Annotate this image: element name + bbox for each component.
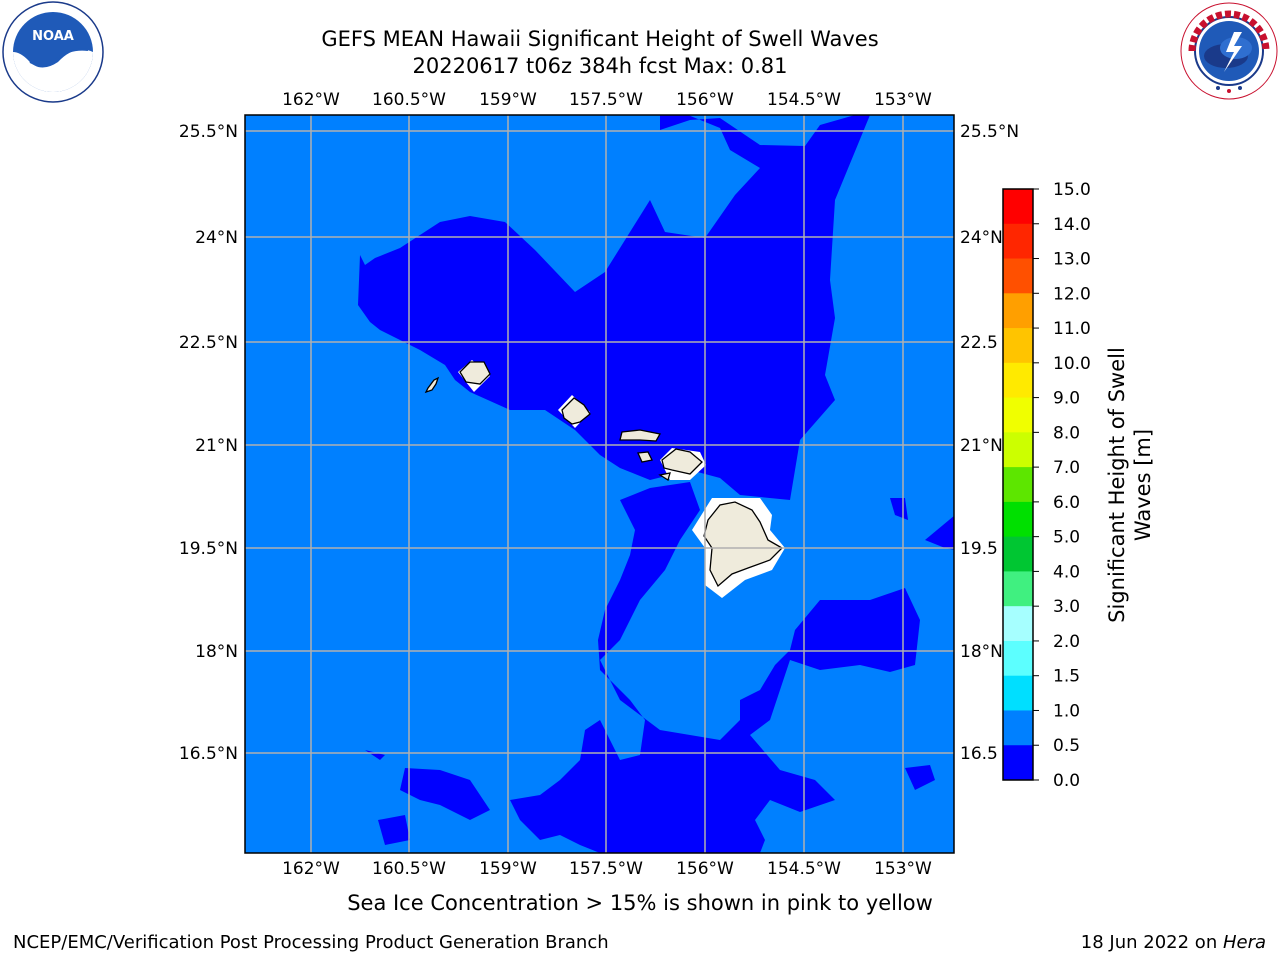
map-frame: [244, 114, 955, 854]
lat-tick-left: 21°N: [195, 436, 238, 456]
colorbar-swatch: [1003, 189, 1033, 225]
swell-region-south-west: [400, 768, 490, 820]
lon-tick-top: 156°W: [676, 90, 734, 110]
swell-region-s2: [735, 775, 760, 790]
colorbar-tick-label: 13.0: [1053, 250, 1091, 270]
lat-tick-left: 16.5°N: [179, 744, 238, 764]
nws-logo: [1180, 2, 1278, 100]
lon-tick-top: 153°W: [874, 90, 932, 110]
map-area: [245, 115, 954, 853]
colorbar-tick-label: 6.0: [1053, 493, 1080, 513]
colorbar-swatch: [1003, 640, 1033, 677]
colorbar-tick-label: 7.0: [1053, 458, 1080, 478]
lat-tick-left: 22.5°N: [179, 333, 238, 353]
colorbar-tick-label: 2.0: [1053, 632, 1080, 652]
swell-region-channel: [510, 482, 920, 853]
lat-tick-right: 19.5: [960, 539, 998, 559]
islands: [424, 361, 784, 588]
lat-tick-right: 24°N: [960, 228, 1003, 248]
lat-tick-left: 24°N: [195, 228, 238, 248]
lon-tick-top: 160.5°W: [372, 90, 446, 110]
colorbar-swatch: [1003, 571, 1033, 607]
footer-date: 18 Jun 2022 on Hera: [1081, 932, 1266, 953]
colorbar: 15.0 14.0 13.0 12.0 11.0 10.0 9.0 8.0 7.0 6.0 5.0 4…: [1002, 180, 1091, 791]
colorbar-tick-label: 4.0: [1053, 562, 1080, 582]
lat-tick-right: 21°N: [960, 436, 1003, 456]
colorbar-tick-label: 0.5: [1053, 736, 1080, 756]
colorbar-tick-label: 11.0: [1053, 319, 1091, 339]
lon-tick-top: 162°W: [282, 90, 340, 110]
footer-host: Hera: [1222, 932, 1266, 953]
colorbar-swatch: [1003, 536, 1033, 572]
swell-region-north: [358, 115, 870, 500]
lat-tick-left: 19.5°N: [179, 539, 238, 559]
colorbar-frame: [1002, 188, 1034, 781]
lon-tick-bottom: 160.5°W: [372, 859, 446, 879]
lat-tick-right: 16.5: [960, 744, 998, 764]
lat-tick-left: 25.5°N: [179, 122, 238, 142]
lon-tick-bottom: 153°W: [874, 859, 932, 879]
noaa-logo-text: NOAA: [32, 29, 74, 44]
lat-tick-right: 18°N: [960, 642, 1003, 662]
island-hawaii: [703, 501, 784, 588]
lon-tick-bottom: 156°W: [676, 859, 734, 879]
colorbar-tick-label: 10.0: [1053, 354, 1091, 374]
swell-region-south-small1: [378, 815, 410, 845]
colorbar-tick-label: 1.0: [1053, 701, 1080, 721]
island-maui: [661, 448, 703, 475]
colorbar-swatch: [1003, 432, 1033, 468]
colorbar-tick-label: 1.5: [1053, 667, 1080, 687]
colorbar-swatch: [1003, 745, 1033, 781]
swell-region-se: [905, 765, 935, 790]
lon-tick-bottom: 154.5°W: [767, 859, 841, 879]
colorbar-swatch: [1003, 362, 1033, 399]
colorbar-tick-label: 3.0: [1053, 597, 1080, 617]
colorbar-tick-label: 9.0: [1053, 389, 1080, 409]
lon-tick-bottom: 157.5°W: [569, 859, 643, 879]
footer-credit: NCEP/EMC/Verification Post Processing Pr…: [13, 932, 609, 953]
lon-tick-bottom: 162°W: [282, 859, 340, 879]
footer-date-text: 18 Jun 2022 on: [1080, 932, 1223, 953]
noaa-logo: NOAA: [2, 1, 104, 103]
colorbar-label-line2: Waves [m]: [1131, 429, 1155, 541]
colorbar-tick-label: 14.0: [1053, 215, 1091, 235]
colorbar-tick-label: 8.0: [1053, 423, 1080, 443]
colorbar-swatch: [1003, 328, 1033, 364]
colorbar-swatch: [1003, 258, 1033, 294]
swell-region-east2: [925, 515, 954, 550]
colorbar-swatch: [1003, 501, 1033, 538]
colorbar-swatch: [1003, 293, 1033, 329]
lon-tick-top: 157.5°W: [569, 90, 643, 110]
colorbar-tick-label: 5.0: [1053, 528, 1080, 548]
colorbar-tick-label: 0.0: [1053, 771, 1080, 791]
colorbar-label-line1: Significant Height of Swell: [1105, 347, 1129, 623]
colorbar-swatch: [1003, 606, 1033, 642]
island-molokai: [619, 429, 662, 442]
island-kahoolawe: [658, 472, 671, 482]
colorbar-swatch: [1003, 675, 1033, 711]
lat-tick-right: 22.5: [960, 333, 998, 353]
chart-title: GEFS MEAN Hawaii Significant Height of S…: [321, 27, 879, 51]
colorbar-swatch: [1003, 467, 1033, 503]
axis-labels: 162°W 162°W 160.5°W 160.5°W 159°W 159°W 157.5°…: [179, 90, 1019, 879]
island-lanai: [637, 451, 653, 463]
chart-subtitle: 20220617 t06z 384h fcst Max: 0.81: [412, 54, 788, 78]
colorbar-swatch: [1003, 397, 1033, 433]
lat-tick-left: 18°N: [195, 642, 238, 662]
colorbar-tick-label: 15.0: [1053, 180, 1091, 200]
lon-tick-bottom: 159°W: [479, 859, 537, 879]
lon-tick-top: 154.5°W: [767, 90, 841, 110]
colorbar-swatch: [1003, 710, 1033, 746]
island-oahu: [561, 397, 591, 425]
island-kauai: [459, 361, 491, 385]
lon-tick-top: 159°W: [479, 90, 537, 110]
colorbar-swatch: [1003, 223, 1033, 260]
lat-tick-right: 25.5°N: [960, 122, 1019, 142]
sea-ice-note: Sea Ice Concentration > 15% is shown in …: [347, 891, 933, 915]
island-niihau: [424, 376, 440, 394]
colorbar-tick-label: 12.0: [1053, 284, 1091, 304]
graticule: [245, 115, 954, 853]
